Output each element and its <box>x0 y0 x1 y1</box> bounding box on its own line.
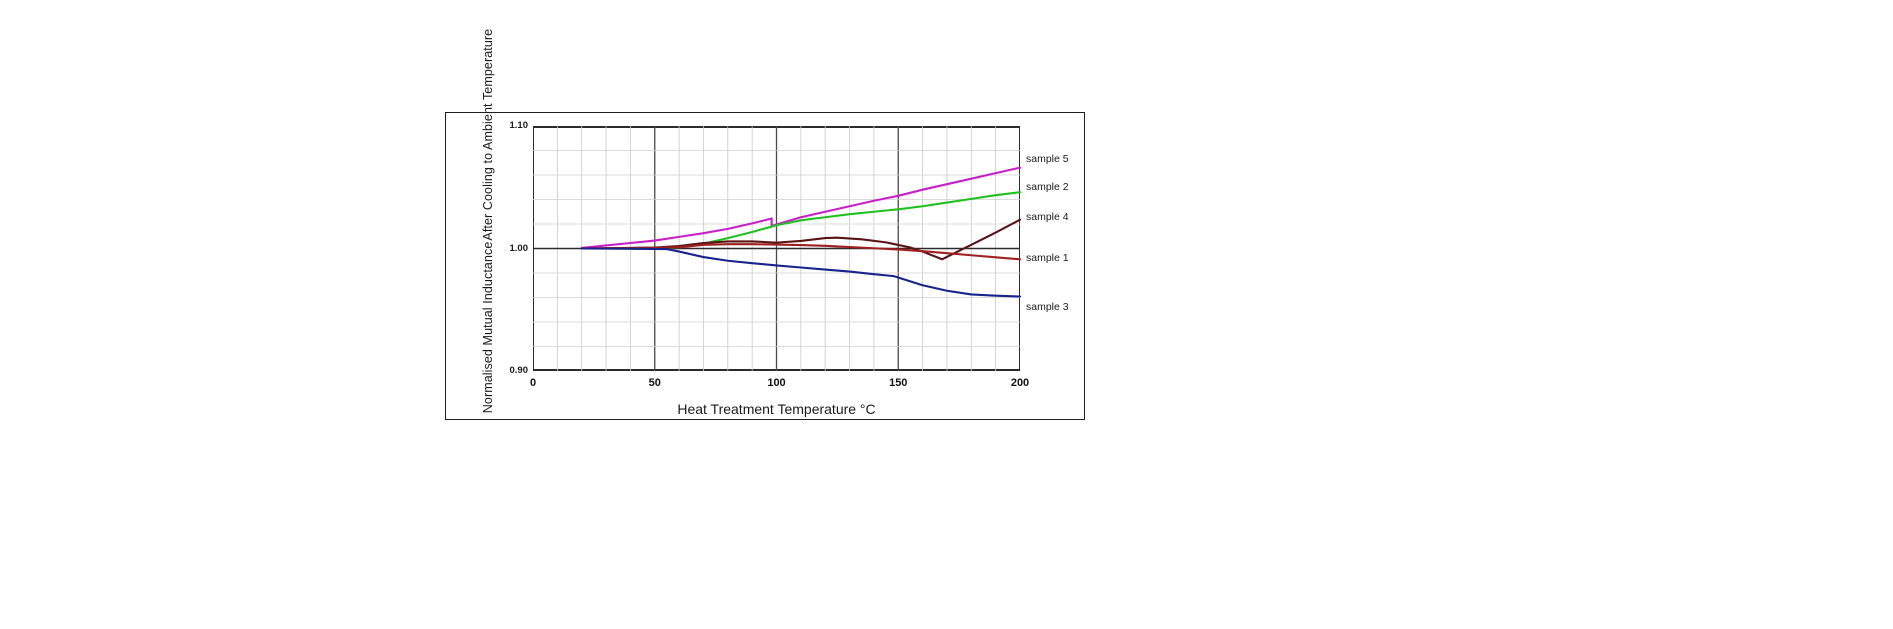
x-tick-label: 50 <box>648 377 661 389</box>
series-line-sample-5 <box>580 166 1022 249</box>
y-tick-label: 0.90 <box>509 365 529 376</box>
plot-wrapper <box>533 126 1022 371</box>
series-label-sample-3: sample 3 <box>1026 300 1069 313</box>
x-tick-label: 0 <box>529 377 537 389</box>
series-end-labels: sample 5 sample 2 sample 4 sample 1 sample 3 <box>1026 113 1096 393</box>
x-tick-label: 100 <box>767 377 786 389</box>
y-tick-label: 1.10 <box>509 120 529 131</box>
x-tick-label: 200 <box>1010 377 1030 389</box>
x-tick-label: 150 <box>889 377 908 389</box>
series-line-sample-3 <box>580 247 1022 298</box>
series-label-sample-5: sample 5 <box>1026 153 1069 166</box>
chart-figure-frame: Normalised Mutual Inductance After Cooli… <box>445 29 1085 420</box>
plot-series-curves <box>580 166 1022 298</box>
x-axis-title: Heat Treatment Temperature °C <box>677 401 876 417</box>
series-label-sample-1: sample 1 <box>1026 252 1069 265</box>
series-label-sample-2: sample 2 <box>1026 181 1069 194</box>
y-axis-tick-labels: 1.10 1.00 0.90 <box>472 113 529 393</box>
series-label-sample-4: sample 4 <box>1026 210 1069 223</box>
y-tick-label: 1.00 <box>509 242 529 254</box>
series-line-sample-1 <box>580 243 1022 261</box>
x-axis-tick-labels: 0 50 100 150 200 <box>529 377 1029 397</box>
